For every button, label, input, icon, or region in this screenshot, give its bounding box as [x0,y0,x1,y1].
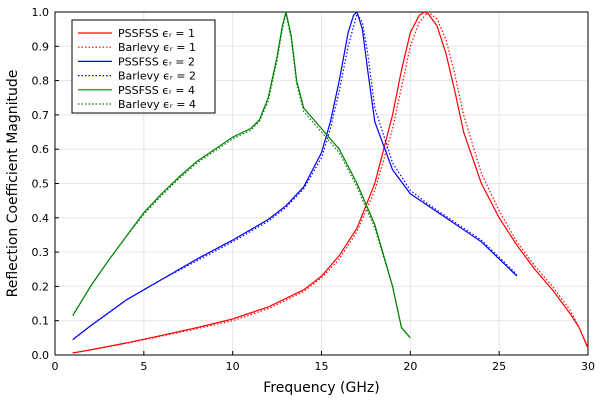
series-line-3 [72,11,518,341]
y-tick-label: 0.4 [32,212,50,225]
y-tick-label: 0.8 [32,75,50,88]
legend-label: Barlevy ϵᵣ = 1 [118,41,196,54]
x-tick-label: 25 [492,360,506,373]
y-tick-label: 1.0 [32,6,50,19]
y-tick-label: 0.3 [32,246,50,259]
legend-label: Barlevy ϵᵣ = 2 [118,70,196,83]
x-axis-title: Frequency (GHz) [263,380,379,396]
legend-box [71,19,216,114]
series-line-4 [72,13,518,341]
y-tick-label: 0.7 [32,109,50,122]
series-line-2 [72,11,589,354]
series-line-6 [72,13,411,339]
y-tick-label: 0.6 [32,143,50,156]
legend-label: PSSFSS ϵᵣ = 4 [118,84,195,97]
y-tick-label: 0.1 [32,315,50,328]
x-tick-label: 5 [140,360,147,373]
legend-label: PSSFSS ϵᵣ = 1 [118,27,195,40]
x-tick-label: 0 [52,360,59,373]
y-axis-title: Reflection Coefficient Magnitude [5,70,21,298]
y-tick-label: 0.9 [32,40,50,53]
axis-ticks: 0 5 10 15 20 25 30 0.0 0.1 0.2 0.3 0.4 0.5 0.6 0.7 0.8 0… [32,6,596,373]
y-tick-label: 0.5 [32,178,50,191]
legend-label: Barlevy ϵᵣ = 4 [118,98,196,111]
x-tick-label: 20 [403,360,417,373]
x-tick-label: 15 [315,360,329,373]
series-line-1 [72,11,589,354]
x-tick-label: 30 [581,360,595,373]
series-line-5 [72,11,411,339]
series-group [72,11,589,354]
x-tick-label: 10 [226,360,240,373]
legend-label: PSSFSS ϵᵣ = 2 [118,55,195,68]
y-tick-label: 0.0 [32,349,50,362]
y-tick-label: 0.2 [32,280,50,293]
